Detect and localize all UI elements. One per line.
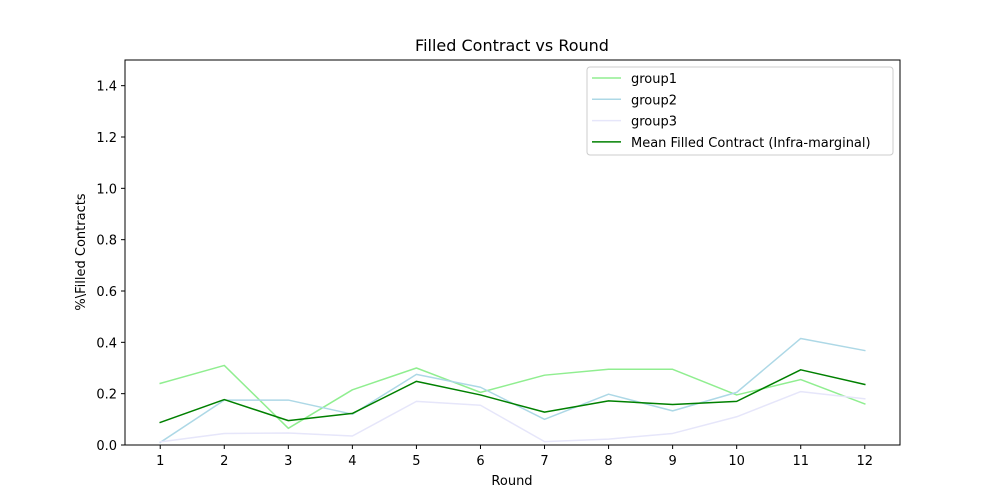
x-tick-label: 3: [284, 454, 292, 469]
y-tick-label: 1.4: [96, 80, 117, 95]
legend-label: group3: [631, 115, 677, 130]
series-lines: [159, 337, 866, 444]
y-axis-label: %\Filled Contracts: [74, 193, 89, 310]
y-tick-label: 0.6: [96, 285, 117, 300]
x-tick-label: 8: [604, 454, 612, 469]
y-tick-label: 1.0: [96, 182, 117, 197]
x-tick-label: 9: [668, 454, 676, 469]
x-tick-label: 6: [476, 454, 484, 469]
y-tick-label: 0.0: [96, 439, 117, 454]
y-tick-label: 0.4: [96, 336, 117, 351]
y-tick-label: 0.8: [96, 234, 117, 249]
x-tick-label: 7: [540, 454, 548, 469]
x-axis-label: Round: [491, 474, 532, 489]
y-tick-label: 0.2: [96, 388, 117, 403]
x-tick-label: 12: [856, 454, 873, 469]
legend-box: [586, 66, 894, 156]
legend: group1 group2 group3 Mean Filled Contract (…: [586, 66, 894, 156]
legend-label: group2: [631, 93, 677, 108]
series-line-mean-filled-contract-infra-marginal: [159, 369, 866, 424]
y-axis: 0.0 0.2 0.4 0.6 0.8 1.0 1.2 1.4: [96, 80, 125, 454]
x-tick-label: 1: [156, 454, 164, 469]
plot-frame: [124, 59, 901, 446]
x-tick-label: 4: [348, 454, 356, 469]
x-tick-label: 11: [792, 454, 809, 469]
chart-title: Filled Contract vs Round: [415, 36, 609, 55]
x-tick-label: 2: [220, 454, 228, 469]
legend-label: Mean Filled Contract (Infra-marginal): [631, 136, 871, 151]
x-tick-label: 10: [728, 454, 745, 469]
x-tick-label: 5: [412, 454, 420, 469]
x-axis: 1 2 3 4 5 6 7 8 9 10 11 12: [156, 445, 873, 469]
legend-label: group1: [631, 72, 677, 87]
y-tick-label: 1.2: [96, 131, 117, 146]
series-line-group3: [159, 390, 866, 443]
